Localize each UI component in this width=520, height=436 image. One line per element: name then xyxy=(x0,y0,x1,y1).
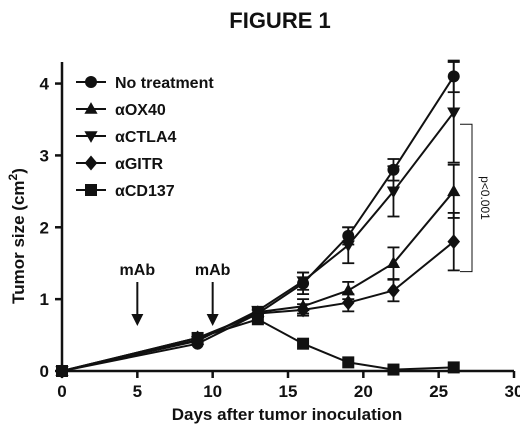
series-line xyxy=(61,75,455,372)
data-point xyxy=(447,234,461,250)
y-tick-label: 0 xyxy=(40,362,49,381)
data-point xyxy=(447,184,461,197)
data-point xyxy=(387,363,400,376)
data-point xyxy=(447,361,460,374)
significance-label: p<0.001 xyxy=(478,176,492,220)
data-point xyxy=(387,283,400,299)
x-tick-label: 10 xyxy=(203,382,222,401)
y-axis-title-close: ) xyxy=(9,168,28,174)
x-tick-label: 20 xyxy=(354,382,373,401)
data-point xyxy=(447,107,461,120)
legend-label: No treatment xyxy=(115,75,214,92)
chart-title: FIGURE 1 xyxy=(229,8,330,33)
mab-arrow-head xyxy=(206,314,219,326)
y-axis-title-sup: 2 xyxy=(6,173,20,180)
legend-label: αGITR xyxy=(115,156,164,173)
y-axis-title-main: Tumor size (cm xyxy=(9,180,28,303)
legend-marker xyxy=(84,155,98,171)
x-tick-label: 15 xyxy=(279,382,298,401)
data-point xyxy=(191,331,204,344)
data-point xyxy=(341,283,355,296)
data-point xyxy=(296,276,310,289)
data-point xyxy=(341,295,355,311)
data-point xyxy=(56,365,68,377)
axes: 0 5 10 15 20 25 30 0 1 2 3 4 xyxy=(40,62,520,401)
y-tick-label: 1 xyxy=(40,290,49,309)
series-line xyxy=(61,190,455,372)
legend-marker xyxy=(84,102,98,114)
data-point xyxy=(341,240,355,253)
series-layer xyxy=(55,59,461,379)
x-tick-label: 5 xyxy=(133,382,142,401)
legend-label: αOX40 xyxy=(115,102,166,119)
data-point xyxy=(386,186,401,199)
y-axis-title: Tumor size (cm2) xyxy=(6,168,28,304)
annotations: mAb mAb p<0.001 xyxy=(120,123,492,326)
series-line xyxy=(61,318,454,372)
mab-arrow-head xyxy=(131,314,144,326)
data-point xyxy=(297,337,310,350)
legend-label: αCTLA4 xyxy=(115,129,176,146)
mab-label: mAb xyxy=(195,262,231,279)
legend-marker xyxy=(85,76,97,88)
x-tick-label: 0 xyxy=(57,382,66,401)
series-diamond xyxy=(55,212,461,379)
series-line xyxy=(61,111,455,372)
series-square xyxy=(56,313,460,377)
data-point xyxy=(296,302,310,318)
data-point xyxy=(386,256,401,269)
legend: No treatment αOX40 αCTLA4 αGITR αCD137 xyxy=(76,75,214,200)
significance-bracket xyxy=(460,123,473,273)
x-axis-title: Days after tumor inoculation xyxy=(172,405,402,424)
y-tick-label: 3 xyxy=(40,146,49,165)
legend-marker xyxy=(84,131,98,143)
x-tick-label: 30 xyxy=(505,382,520,401)
y-tick-label: 4 xyxy=(40,75,50,94)
y-tick-label: 2 xyxy=(40,218,49,237)
data-point xyxy=(342,356,355,369)
legend-marker xyxy=(85,184,97,196)
mab-label: mAb xyxy=(120,262,156,279)
data-point xyxy=(251,313,264,326)
legend-label: αCD137 xyxy=(115,183,175,200)
x-tick-label: 25 xyxy=(429,382,448,401)
